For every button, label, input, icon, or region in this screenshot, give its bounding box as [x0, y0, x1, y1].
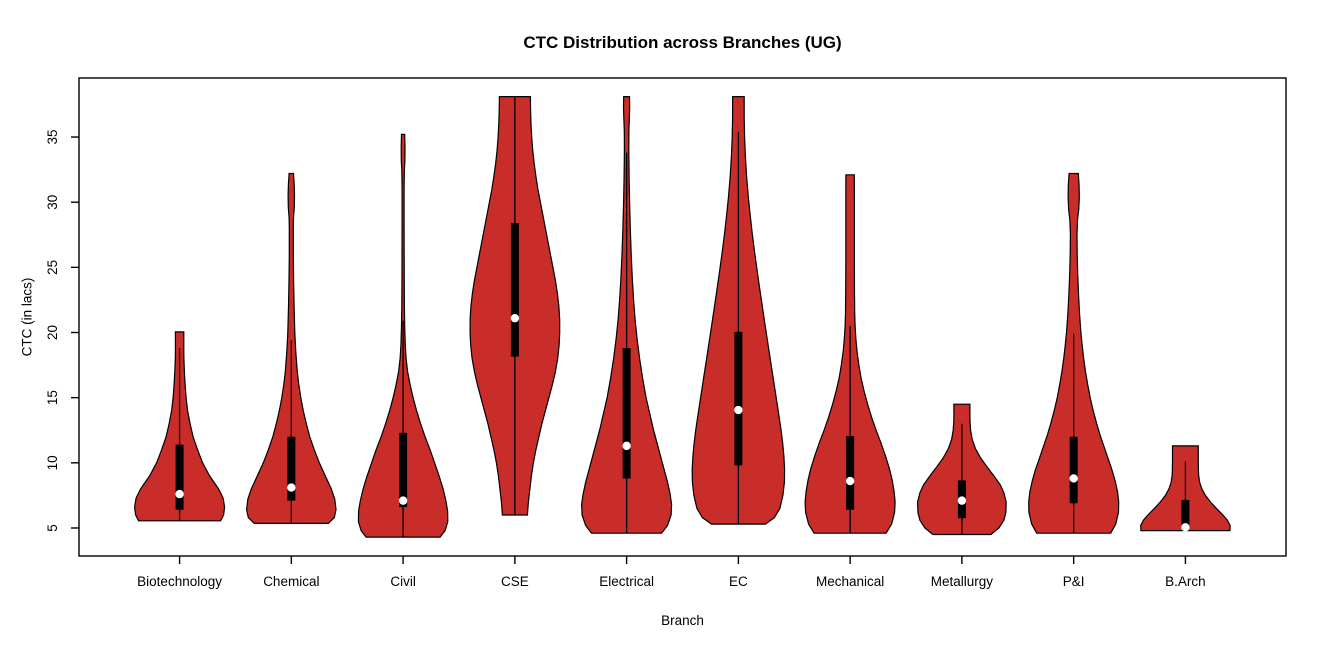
y-tick-label: 10 — [45, 455, 60, 470]
y-tick-label: 30 — [45, 195, 60, 210]
iqr-box-cse — [510, 223, 519, 357]
x-tick-label-biotechnology: Biotechnology — [137, 574, 222, 589]
y-axis-title: CTC (in lacs) — [19, 277, 35, 357]
x-tick-label-civil: Civil — [390, 574, 416, 589]
y-tick-label: 25 — [45, 260, 60, 275]
iqr-box-electrical — [622, 348, 631, 479]
chart-title: CTC Distribution across Branches (UG) — [523, 33, 842, 52]
iqr-box-p-i — [1069, 436, 1078, 504]
plot-box — [78, 77, 1287, 557]
median-dot-p-i — [1069, 474, 1078, 483]
x-tick-label-electrical: Electrical — [599, 574, 654, 589]
x-tick-label-cse: CSE — [501, 574, 529, 589]
median-dot-electrical — [622, 441, 631, 451]
y-tick-label: 5 — [45, 524, 60, 532]
x-tick-label-b-arch: B.Arch — [1165, 574, 1206, 589]
median-dot-b-arch — [1181, 523, 1190, 532]
median-dot-civil — [398, 496, 408, 505]
iqr-box-b-arch — [1181, 499, 1190, 528]
y-tick-label: 15 — [45, 390, 60, 405]
iqr-box-chemical — [287, 436, 296, 501]
x-tick-label-metallurgy: Metallurgy — [931, 574, 994, 589]
median-dot-metallurgy — [957, 496, 967, 505]
iqr-box-ec — [734, 331, 743, 466]
x-tick-label-p-i: P&I — [1063, 574, 1085, 589]
y-tick-label: 35 — [45, 130, 60, 145]
x-tick-label-ec: EC — [729, 574, 748, 589]
y-tick-label: 20 — [45, 325, 60, 340]
iqr-box-mechanical — [846, 436, 855, 510]
x-tick-label-chemical: Chemical — [263, 574, 319, 589]
x-axis-title: Branch — [661, 613, 704, 628]
median-dot-mechanical — [845, 476, 855, 486]
median-dot-ec — [734, 405, 743, 415]
iqr-box-civil — [399, 432, 408, 508]
x-tick-label-mechanical: Mechanical — [816, 574, 884, 589]
median-dot-cse — [510, 313, 520, 323]
median-dot-chemical — [287, 483, 296, 492]
iqr-box-biotechnology — [175, 444, 184, 510]
median-dot-biotechnology — [175, 489, 184, 499]
